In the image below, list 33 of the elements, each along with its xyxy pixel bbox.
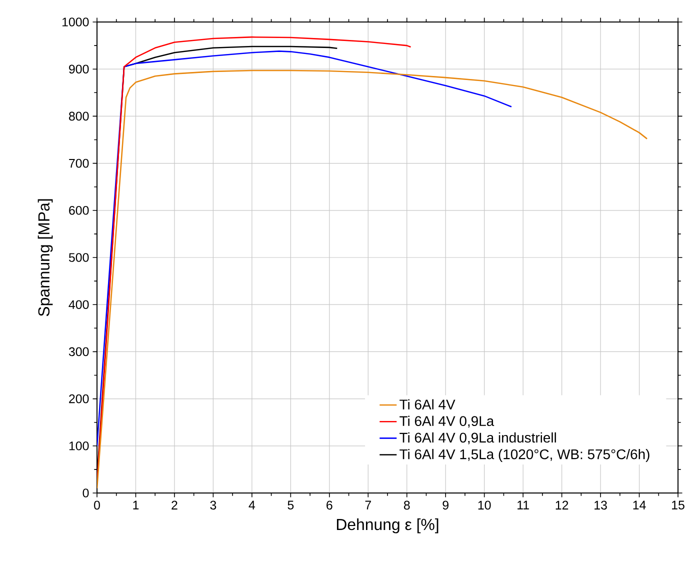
y-tick-label: 700 [69, 158, 89, 168]
y-tick-label: 200 [69, 394, 89, 404]
x-tick-label: 1 [133, 500, 139, 510]
y-tick-label: 600 [69, 206, 89, 215]
y-axis-title: Spannung [MPa] [38, 199, 53, 316]
x-tick-label: 0 [94, 500, 100, 510]
x-tick-label: 2 [172, 500, 178, 510]
legend-label: Ti 6Al 4V 0,9La industriell [400, 432, 556, 444]
x-tick-label: 3 [210, 500, 216, 510]
legend-label: Ti 6Al 4V [400, 399, 456, 410]
y-tick-label: 300 [68, 347, 89, 356]
x-tick-label: 15 [672, 500, 684, 510]
x-tick-label: 6 [326, 500, 332, 510]
y-tick-label: 0 [82, 488, 89, 498]
legend-label: Ti 6Al 4V 0,9La [400, 416, 494, 428]
legend-label: Ti 6Al 4V 1,5La (1020°C, WB: 575°C/6h) [400, 448, 650, 462]
y-tick-label: 1000 [62, 18, 89, 26]
x-axis-title: Dehnung ε [%] [336, 518, 438, 534]
y-tick-label: 500 [68, 253, 89, 262]
x-tick-label: 14 [633, 500, 646, 510]
y-tick-label: 900 [69, 64, 89, 74]
y-tick-label: 400 [68, 300, 89, 310]
y-tick-label: 100 [69, 442, 89, 450]
x-tick-label: 8 [404, 500, 410, 510]
x-tick-label: 10 [478, 500, 491, 510]
x-tick-label: 11 [518, 500, 529, 510]
x-tick-label: 13 [594, 500, 607, 510]
y-tick-label: 800 [68, 112, 89, 121]
x-tick-label: 5 [288, 500, 294, 510]
x-tick-label: 7 [365, 500, 371, 510]
x-tick-label: 4 [248, 500, 256, 510]
x-tick-label: 9 [442, 500, 448, 510]
x-tick-label: 12 [556, 500, 568, 510]
